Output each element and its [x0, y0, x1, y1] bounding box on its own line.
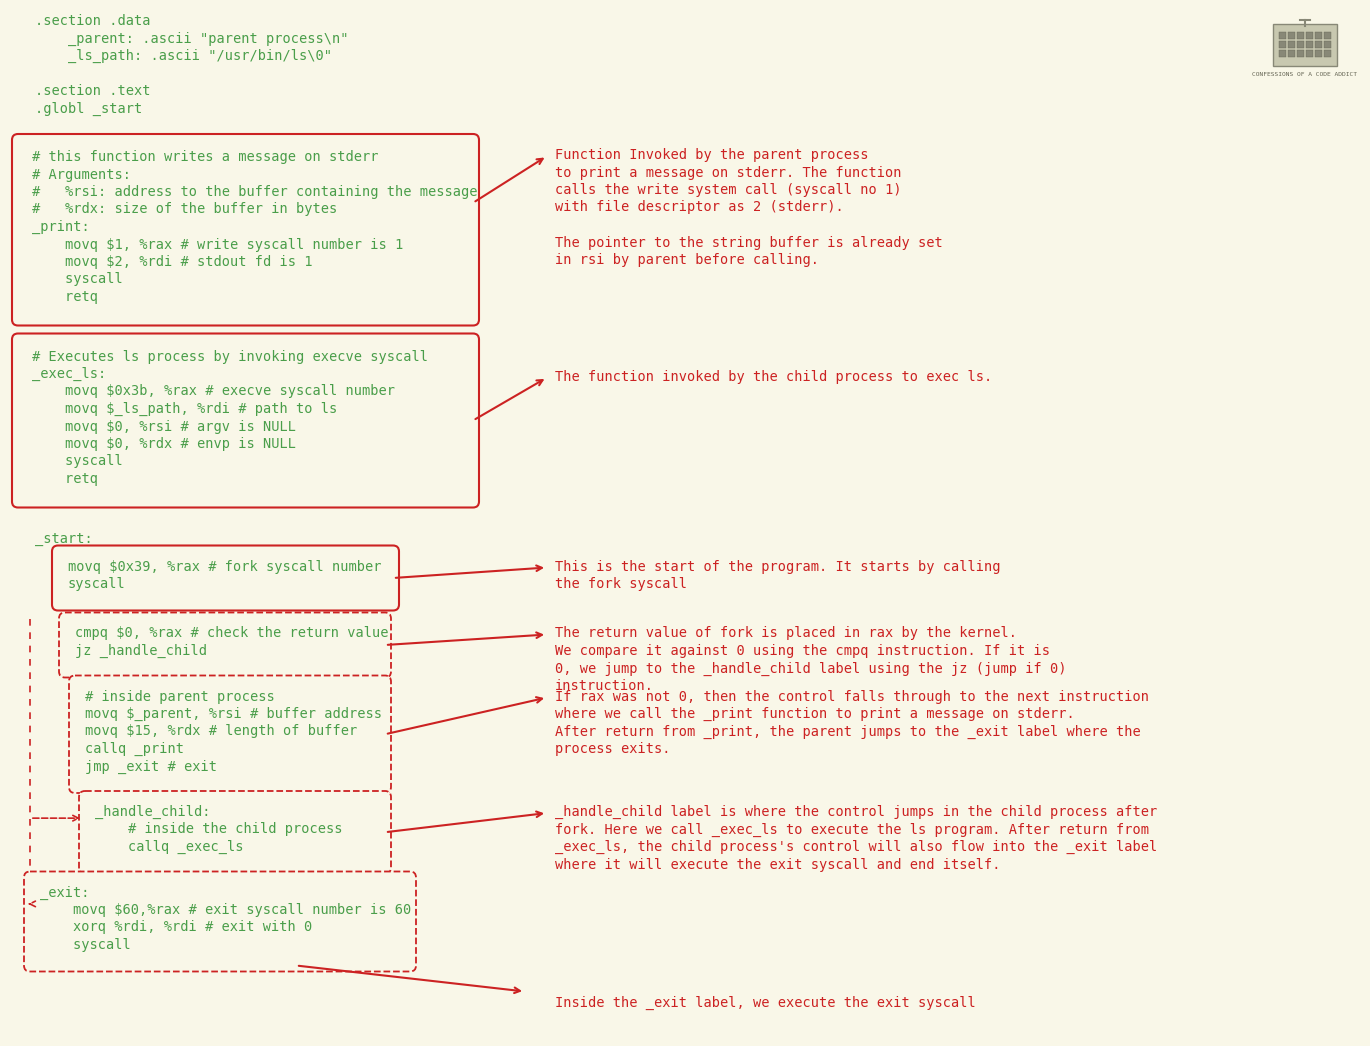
- Text: fork. Here we call _exec_ls to execute the ls program. After return from: fork. Here we call _exec_ls to execute t…: [555, 822, 1149, 837]
- Text: movq $_ls_path, %rdi # path to ls: movq $_ls_path, %rdi # path to ls: [32, 402, 337, 416]
- FancyBboxPatch shape: [1306, 41, 1312, 48]
- FancyBboxPatch shape: [1323, 32, 1332, 39]
- FancyBboxPatch shape: [1297, 32, 1304, 39]
- Text: # Executes ls process by invoking execve syscall: # Executes ls process by invoking execve…: [32, 349, 427, 364]
- Text: jz _handle_child: jz _handle_child: [75, 644, 207, 658]
- Text: _print:: _print:: [32, 220, 90, 234]
- Text: to print a message on stderr. The function: to print a message on stderr. The functi…: [555, 165, 901, 180]
- Text: The pointer to the string buffer is already set: The pointer to the string buffer is alre…: [555, 235, 943, 250]
- Text: This is the start of the program. It starts by calling: This is the start of the program. It sta…: [555, 560, 1000, 573]
- FancyBboxPatch shape: [1323, 50, 1332, 56]
- FancyBboxPatch shape: [25, 871, 416, 972]
- Text: syscall: syscall: [68, 577, 126, 591]
- FancyBboxPatch shape: [52, 546, 399, 611]
- Text: jmp _exit # exit: jmp _exit # exit: [85, 759, 216, 774]
- Text: #   %rsi: address to the buffer containing the message: # %rsi: address to the buffer containing…: [32, 185, 478, 199]
- Text: syscall: syscall: [40, 938, 130, 952]
- Text: CONFESSIONS OF A CODE ADDICT: CONFESSIONS OF A CODE ADDICT: [1252, 72, 1358, 77]
- FancyBboxPatch shape: [59, 613, 390, 678]
- Text: If rax was not 0, then the control falls through to the next instruction: If rax was not 0, then the control falls…: [555, 689, 1149, 704]
- FancyBboxPatch shape: [1280, 50, 1286, 56]
- Text: movq $2, %rdi # stdout fd is 1: movq $2, %rdi # stdout fd is 1: [32, 255, 312, 269]
- FancyBboxPatch shape: [1306, 32, 1312, 39]
- Text: syscall: syscall: [32, 455, 123, 469]
- FancyBboxPatch shape: [68, 676, 390, 793]
- Text: The function invoked by the child process to exec ls.: The function invoked by the child proces…: [555, 369, 992, 384]
- Text: movq $_parent, %rsi # buffer address: movq $_parent, %rsi # buffer address: [85, 707, 382, 721]
- Text: _exit:: _exit:: [40, 886, 89, 900]
- Text: in rsi by parent before calling.: in rsi by parent before calling.: [555, 253, 819, 267]
- Text: _handle_child:: _handle_child:: [95, 805, 211, 819]
- FancyBboxPatch shape: [1315, 50, 1322, 56]
- Text: _exec_ls, the child process's control will also flow into the _exit label: _exec_ls, the child process's control wi…: [555, 840, 1158, 855]
- Text: callq _print: callq _print: [85, 742, 184, 756]
- Text: xorq %rdi, %rdi # exit with 0: xorq %rdi, %rdi # exit with 0: [40, 920, 312, 934]
- Text: Inside the _exit label, we execute the exit syscall: Inside the _exit label, we execute the e…: [555, 996, 975, 1009]
- Text: movq $60,%rax # exit syscall number is 60: movq $60,%rax # exit syscall number is 6…: [40, 903, 411, 917]
- Text: # Arguments:: # Arguments:: [32, 167, 132, 182]
- Text: callq _exec_ls: callq _exec_ls: [95, 840, 244, 855]
- Text: process exits.: process exits.: [555, 742, 670, 756]
- Text: with file descriptor as 2 (stderr).: with file descriptor as 2 (stderr).: [555, 201, 844, 214]
- Text: instruction.: instruction.: [555, 679, 653, 693]
- FancyBboxPatch shape: [1297, 41, 1304, 48]
- Text: _parent: .ascii "parent process\n": _parent: .ascii "parent process\n": [36, 31, 348, 46]
- Text: _ls_path: .ascii "/usr/bin/ls\0": _ls_path: .ascii "/usr/bin/ls\0": [36, 49, 332, 63]
- Text: Function Invoked by the parent process: Function Invoked by the parent process: [555, 147, 869, 162]
- Text: movq $0, %rdx # envp is NULL: movq $0, %rdx # envp is NULL: [32, 437, 296, 451]
- Text: _handle_child label is where the control jumps in the child process after: _handle_child label is where the control…: [555, 805, 1158, 819]
- Text: movq $1, %rax # write syscall number is 1: movq $1, %rax # write syscall number is …: [32, 237, 403, 251]
- Text: # inside the child process: # inside the child process: [95, 822, 342, 837]
- Text: cmpq $0, %rax # check the return value: cmpq $0, %rax # check the return value: [75, 627, 389, 640]
- Text: .globl _start: .globl _start: [36, 101, 142, 116]
- Text: where we call the _print function to print a message on stderr.: where we call the _print function to pri…: [555, 707, 1074, 721]
- FancyBboxPatch shape: [1323, 41, 1332, 48]
- Text: # this function writes a message on stderr: # this function writes a message on stde…: [32, 150, 378, 164]
- FancyBboxPatch shape: [79, 791, 390, 873]
- Text: .section .text: .section .text: [36, 84, 151, 98]
- Text: movq $0, %rsi # argv is NULL: movq $0, %rsi # argv is NULL: [32, 419, 296, 433]
- Text: _start:: _start:: [36, 531, 93, 546]
- FancyBboxPatch shape: [12, 334, 479, 507]
- Text: movq $15, %rdx # length of buffer: movq $15, %rdx # length of buffer: [85, 725, 358, 738]
- Text: We compare it against 0 using the cmpq instruction. If it is: We compare it against 0 using the cmpq i…: [555, 644, 1049, 658]
- Text: movq $0x39, %rax # fork syscall number: movq $0x39, %rax # fork syscall number: [68, 560, 381, 573]
- Text: .section .data: .section .data: [36, 14, 151, 28]
- Text: _exec_ls:: _exec_ls:: [32, 367, 107, 381]
- Text: the fork syscall: the fork syscall: [555, 577, 686, 591]
- FancyBboxPatch shape: [1306, 50, 1312, 56]
- Text: syscall: syscall: [32, 273, 123, 287]
- Text: retq: retq: [32, 472, 99, 486]
- FancyBboxPatch shape: [12, 134, 479, 325]
- Text: 0, we jump to the _handle_child label using the jz (jump if 0): 0, we jump to the _handle_child label us…: [555, 661, 1066, 676]
- Text: The return value of fork is placed in rax by the kernel.: The return value of fork is placed in ra…: [555, 627, 1017, 640]
- Text: After return from _print, the parent jumps to the _exit label where the: After return from _print, the parent jum…: [555, 725, 1141, 738]
- Text: where it will execute the exit syscall and end itself.: where it will execute the exit syscall a…: [555, 858, 1000, 871]
- Text: movq $0x3b, %rax # execve syscall number: movq $0x3b, %rax # execve syscall number: [32, 385, 395, 399]
- FancyBboxPatch shape: [1297, 50, 1304, 56]
- Text: # inside parent process: # inside parent process: [85, 689, 275, 704]
- FancyBboxPatch shape: [1288, 50, 1295, 56]
- Text: retq: retq: [32, 290, 99, 304]
- FancyBboxPatch shape: [1315, 41, 1322, 48]
- FancyBboxPatch shape: [1273, 24, 1337, 66]
- Text: #   %rdx: size of the buffer in bytes: # %rdx: size of the buffer in bytes: [32, 203, 337, 217]
- FancyBboxPatch shape: [1315, 32, 1322, 39]
- FancyBboxPatch shape: [1280, 32, 1286, 39]
- Text: calls the write system call (syscall no 1): calls the write system call (syscall no …: [555, 183, 901, 197]
- FancyBboxPatch shape: [1288, 32, 1295, 39]
- FancyBboxPatch shape: [1280, 41, 1286, 48]
- FancyBboxPatch shape: [1288, 41, 1295, 48]
